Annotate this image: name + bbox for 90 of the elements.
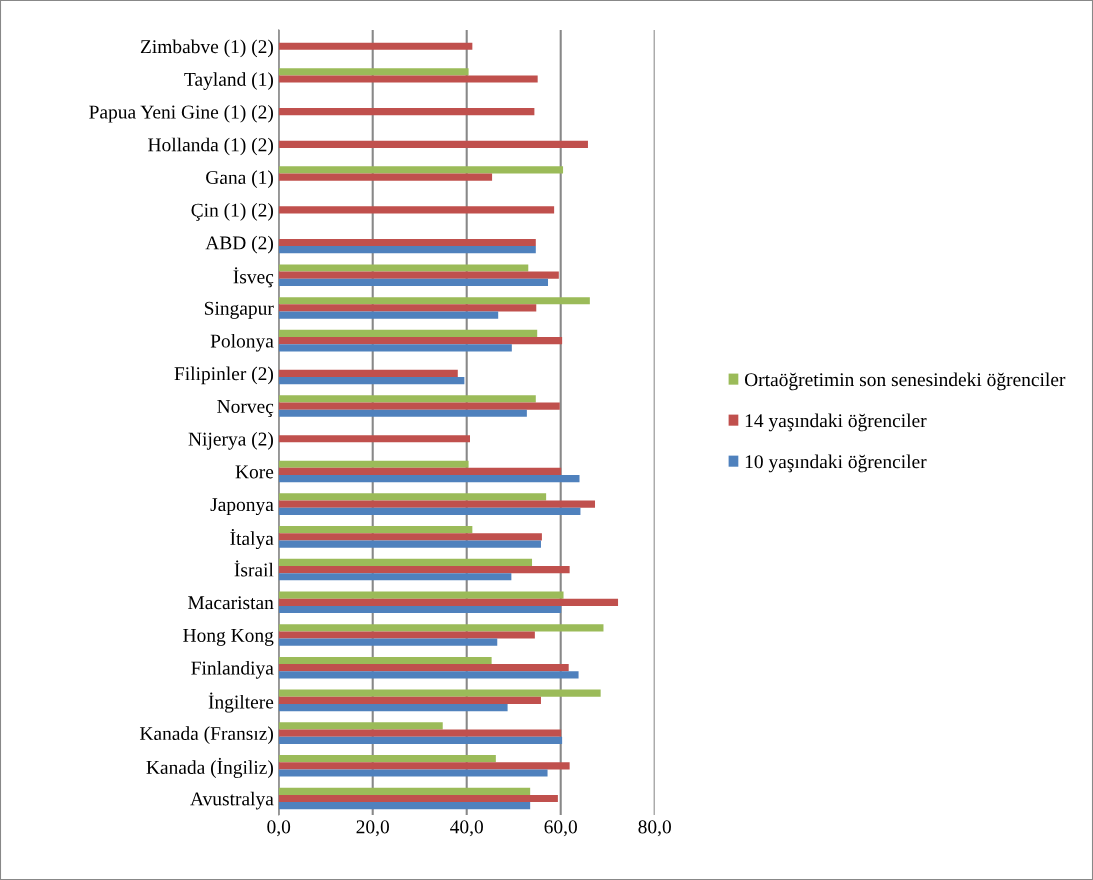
bar — [278, 755, 496, 763]
bar — [278, 664, 569, 672]
y-tick-label: Zimbabve (1) (2) — [140, 39, 273, 58]
bar — [278, 329, 538, 338]
bar — [278, 246, 536, 254]
bar — [278, 736, 563, 744]
x-tick-label: 80,0 — [638, 820, 671, 837]
y-tick-label: Polonya — [210, 333, 274, 352]
bar — [278, 631, 535, 639]
bar — [278, 696, 541, 704]
bar — [278, 722, 443, 730]
bar — [278, 467, 562, 476]
y-tick-label: Kanada (İngiliz) — [146, 757, 273, 779]
x-tick-label: 40,0 — [450, 820, 483, 837]
bar — [278, 802, 531, 810]
bar — [278, 206, 555, 214]
y-tick-label: Kanada (Fransız) — [139, 726, 273, 744]
bar — [278, 729, 562, 737]
x-tick-label: 0,0 — [267, 820, 291, 837]
bar — [278, 573, 512, 581]
bar — [278, 794, 558, 803]
y-tick-label: Papua Yeni Gine (1) (2) — [89, 104, 273, 123]
bar — [278, 605, 562, 614]
bar — [278, 558, 533, 566]
bar — [278, 507, 581, 515]
y-tick-label: Singapur — [204, 301, 274, 319]
bar — [278, 704, 508, 712]
bar — [278, 656, 492, 665]
bar — [278, 409, 527, 417]
y-tick-label: Finlandiya — [191, 660, 274, 679]
bar — [278, 533, 542, 541]
bar — [278, 500, 596, 508]
bar — [278, 264, 529, 272]
bar — [278, 591, 564, 599]
bar — [278, 493, 547, 501]
bar — [278, 278, 549, 287]
y-tick-label: Macaristan — [188, 596, 274, 610]
bar — [278, 689, 601, 697]
bar — [278, 402, 560, 410]
bar — [278, 769, 548, 777]
bar — [278, 337, 563, 345]
bar — [278, 565, 570, 574]
y-tick-label: Avustralya — [190, 791, 274, 810]
bar — [278, 671, 579, 679]
bar — [278, 435, 470, 443]
legend-label: 14 yaşındaki öğrenciler — [745, 413, 927, 432]
y-tick-label: İsveç — [233, 267, 274, 288]
y-tick-label: Hollanda (1) (2) — [148, 137, 273, 156]
bar — [278, 624, 604, 632]
y-tick-label: ABD (2) — [205, 235, 273, 254]
y-tick-label: Çin (1) (2) — [191, 203, 273, 221]
bar — [278, 140, 588, 148]
bar — [278, 68, 469, 76]
bar — [278, 173, 493, 181]
bar — [278, 297, 590, 305]
y-tick-label: İtalya — [230, 528, 274, 550]
bar — [278, 75, 538, 83]
y-tick-label: Norveç — [217, 400, 274, 417]
bar — [278, 475, 580, 483]
bar — [278, 638, 498, 646]
bar — [278, 395, 536, 403]
bar — [278, 540, 541, 548]
bar — [278, 271, 559, 279]
y-tick-label: İngiltere — [208, 692, 274, 713]
bar — [278, 311, 499, 319]
bar — [278, 304, 537, 312]
bar — [278, 344, 512, 352]
y-tick-label: Tayland (1) — [184, 72, 273, 90]
bar — [278, 42, 473, 50]
bar — [278, 108, 535, 116]
y-tick-label: İsrail — [234, 560, 274, 577]
bar — [278, 460, 469, 468]
x-tick-label: 60,0 — [544, 820, 577, 837]
bar — [278, 526, 473, 534]
bar — [278, 787, 531, 795]
bar — [278, 376, 465, 385]
bar — [278, 166, 564, 174]
bar — [278, 762, 570, 770]
legend-label: Ortaöğretimin son senesindeki öğrenciler — [744, 372, 1066, 391]
bar — [278, 369, 458, 377]
bar — [278, 238, 536, 247]
y-tick-label: Gana (1) — [206, 170, 273, 188]
y-tick-label: Nijerya (2) — [188, 432, 273, 450]
y-tick-label: Filipinler (2) — [174, 366, 273, 385]
legend-label: 10 yaşındaki öğrenciler — [745, 454, 927, 473]
y-tick-label: Kore — [235, 465, 274, 479]
x-tick-label: 20,0 — [356, 820, 389, 837]
bar — [278, 598, 619, 606]
y-tick-label: Japonya — [210, 498, 274, 516]
y-tick-label: Hong Kong — [183, 628, 274, 646]
